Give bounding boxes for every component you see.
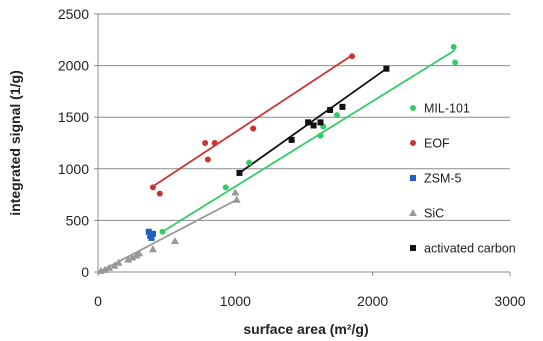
point-activated-carbon-5 [327,106,334,113]
y-tick-label-1000: 1000 [58,161,89,177]
point-sic-5 [124,255,133,263]
point-sic-4 [114,258,123,266]
point-activated-carbon-1 [288,136,295,143]
point-sic-2 [104,263,113,271]
point-activated-carbon-4 [317,119,324,126]
x-axis-title: surface area (m²/g) [243,321,368,337]
point-activated-carbon-6 [339,103,346,110]
x-tick-label-3000: 3000 [494,293,525,309]
legend-item-mil-101: MIL-101 [410,102,470,116]
point-sic-8 [135,249,144,257]
point-eof-6 [349,53,356,60]
y-tick-label-500: 500 [66,212,90,228]
point-activated-carbon-0 [236,169,243,176]
y-tick-label-2500: 2500 [58,6,89,22]
x-tick-label-1000: 1000 [220,293,251,309]
y-axis-title: integrated signal (1/g) [7,70,23,215]
point-activated-carbon-2 [305,119,312,126]
point-sic-3 [110,261,119,269]
legend-marker-eof [410,140,416,146]
point-mil-101-1 [222,184,229,191]
point-eof-1 [156,190,163,197]
y-tick-label-0: 0 [81,264,89,280]
legend-label-eof: EOF [424,137,450,151]
grid-lines [98,13,510,221]
point-eof-2 [202,140,209,146]
trendlines [100,49,456,272]
legend-label-activated-carbon: activated carbon [424,242,516,256]
point-sic-11 [231,188,240,196]
legend-marker-mil-101 [410,105,416,111]
point-activated-carbon-7 [383,65,390,72]
trendline-mil-101 [162,49,456,233]
data-points [96,44,459,274]
point-mil-101-3 [317,132,324,139]
legend-label-zsm-5: ZSM-5 [424,172,462,186]
point-sic-9 [148,245,157,253]
y-tick-label-2000: 2000 [58,58,89,74]
y-tick-label-1500: 1500 [58,109,89,125]
point-mil-101-2 [246,159,253,166]
tick-labels: 0 500 1000 1500 2000 2500 0 1000 2000 3000 [58,6,526,309]
point-sic-6 [128,253,137,261]
point-mil-101-6 [450,44,457,51]
point-sic-10 [170,237,179,245]
legend-marker-sic [409,209,417,216]
point-mil-101-7 [452,59,459,66]
axes [94,13,511,276]
point-zsm-5-0 [145,228,152,235]
point-mil-101-5 [333,112,340,119]
trendline-activated-carbon [238,67,387,174]
point-eof-3 [204,156,211,163]
x-tick-label-2000: 2000 [357,293,388,309]
legend-marker-activated-carbon [410,245,416,251]
legend-item-activated-carbon: activated carbon [410,242,516,256]
legend-label-mil-101: MIL-101 [424,102,470,116]
point-zsm-5-3 [147,232,154,239]
legend-item-zsm-5: ZSM-5 [410,172,462,186]
point-sic-12 [232,195,241,203]
point-activated-carbon-3 [310,122,317,129]
point-sic-1 [100,265,109,273]
legend: MIL-101 EOF ZSM-5 SiC activated carbon [409,102,516,256]
trendline-sic [100,198,238,272]
legend-marker-zsm-5 [410,175,416,181]
legend-label-sic: SiC [424,207,444,221]
legend-item-sic: SiC [409,207,444,221]
x-tick-label-0: 0 [94,293,102,309]
point-mil-101-0 [159,228,166,235]
point-eof-5 [250,125,257,132]
point-eof-4 [211,140,218,146]
trendline-eof [152,54,353,188]
legend-item-eof: EOF [410,137,450,151]
point-eof-0 [149,184,156,191]
